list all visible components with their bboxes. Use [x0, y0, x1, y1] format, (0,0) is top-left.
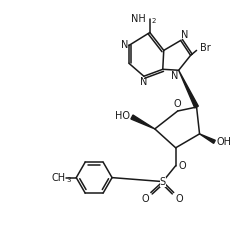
Text: Br: Br [200, 44, 210, 53]
Text: N: N [181, 30, 188, 41]
Polygon shape [200, 134, 215, 143]
Polygon shape [179, 70, 198, 108]
Text: N: N [171, 71, 179, 81]
Text: O: O [179, 161, 186, 171]
Text: 2: 2 [152, 18, 156, 24]
Text: 3: 3 [66, 177, 71, 183]
Text: O: O [141, 194, 149, 204]
Text: N: N [121, 41, 128, 50]
Text: CH: CH [51, 173, 65, 183]
Text: S: S [160, 177, 166, 187]
Text: NH: NH [131, 14, 146, 24]
Text: OH: OH [217, 137, 231, 147]
Text: HO: HO [115, 111, 130, 121]
Text: O: O [176, 194, 183, 204]
Polygon shape [131, 115, 155, 129]
Text: N: N [140, 77, 148, 87]
Text: O: O [174, 99, 182, 109]
